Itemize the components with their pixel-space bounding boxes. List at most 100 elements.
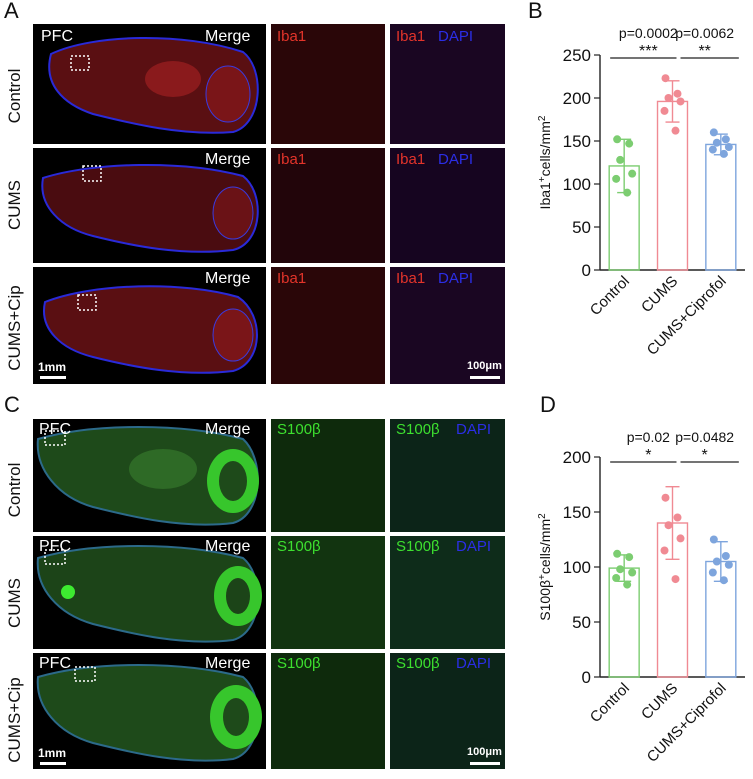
p-value-label: p=0.0062 (675, 25, 734, 41)
s100b-zoom-image (271, 653, 385, 769)
sagittal-brain-image (33, 24, 266, 144)
merge-label: Merge (205, 538, 251, 555)
pfc-label: PFC (39, 421, 71, 438)
data-point (613, 549, 622, 558)
data-point (673, 89, 682, 98)
data-point (616, 565, 625, 574)
dapi-label: DAPI (456, 421, 492, 438)
data-point (724, 560, 733, 569)
sagittal-brain-image (33, 653, 266, 769)
brain-section-illustration (36, 426, 259, 526)
row-label-control-a: Control (5, 68, 24, 124)
data-point (660, 546, 669, 555)
scale-bar-label: 100μm (467, 360, 502, 372)
data-point (623, 188, 632, 197)
panel-letter-d: D (540, 392, 556, 417)
data-point (709, 535, 718, 544)
scale-bar (40, 762, 66, 765)
panel-letter-b: B (528, 0, 543, 23)
dapi-label: DAPI (456, 655, 492, 672)
data-point (719, 149, 728, 158)
s100b-dapi-zoom-image (390, 536, 505, 649)
data-point (712, 138, 721, 147)
p-value-label: p=0.0482 (675, 429, 734, 445)
y-tick-label: 200 (563, 448, 591, 467)
s100b-label: S100β (277, 421, 321, 438)
s100b-dapi-zoom-image (390, 419, 505, 532)
y-tick-label: 100 (563, 558, 591, 577)
merge-label: Merge (205, 28, 251, 45)
brain-section-illustration (48, 36, 259, 134)
scale-bar-label: 100μm (467, 746, 502, 758)
brain-section-illustration (36, 545, 262, 643)
dapi-label: DAPI (438, 151, 474, 168)
significance-stars: * (645, 447, 651, 464)
bar (656, 100, 689, 271)
x-tick-label: CUMS (638, 680, 681, 723)
data-point (661, 493, 670, 502)
row-label-control-c: Control (5, 462, 24, 518)
data-point (709, 128, 718, 137)
data-point (671, 126, 680, 135)
scale-bar-label: 1mm (38, 360, 67, 374)
data-point (613, 135, 622, 144)
merge-label: Merge (205, 421, 251, 438)
iba1-label: Iba1 (396, 28, 426, 45)
significance-stars: *** (639, 43, 658, 60)
row-label-cums-c: CUMS (5, 577, 24, 629)
row-label-cip-a: CUMS+Cip (5, 285, 24, 371)
data-point (664, 94, 673, 102)
iba1-label: Iba1 (277, 28, 307, 45)
row-label-cums-a: CUMS (5, 179, 24, 231)
y-tick-label: 100 (563, 175, 591, 194)
data-point (676, 97, 685, 106)
iba1-dapi-zoom-image (390, 148, 505, 263)
dapi-label: DAPI (438, 28, 474, 45)
p-value-label: p=0.0002 (619, 25, 678, 41)
panel-letter-c: C (4, 392, 20, 417)
sagittal-brain-image (33, 536, 266, 649)
data-point (673, 513, 682, 522)
row-label-cip-c: CUMS+Cip (5, 677, 24, 763)
significance-stars: * (702, 447, 708, 464)
bar (705, 143, 737, 271)
pfc-label: PFC (39, 538, 71, 555)
panel-letter-a: A (4, 0, 19, 23)
y-tick-label: 0 (582, 261, 591, 280)
iba1-dapi-zoom-image (390, 267, 505, 384)
merge-label: Merge (205, 151, 251, 168)
iba1-dapi-zoom-image (390, 24, 505, 144)
scale-bar (470, 762, 500, 765)
data-point (712, 557, 721, 566)
y-tick-label: 50 (572, 218, 591, 237)
data-point (623, 580, 632, 589)
iba1-label: Iba1 (277, 151, 307, 168)
data-point (625, 139, 634, 148)
s100b-label: S100β (277, 655, 321, 672)
data-point (628, 169, 637, 178)
data-point (724, 143, 733, 152)
dapi-label: DAPI (438, 270, 474, 287)
data-point (660, 106, 669, 115)
brain-section-illustration (36, 664, 262, 762)
sagittal-brain-image (33, 148, 266, 263)
y-tick-label: 50 (572, 613, 591, 632)
data-point (671, 575, 680, 584)
y-tick-label: 150 (563, 132, 591, 151)
s100b-label: S100β (396, 538, 440, 555)
iba1-zoom-image (271, 148, 385, 263)
data-point (719, 576, 728, 585)
p-value-label: p=0.02 (627, 429, 670, 445)
s100b-label: S100β (277, 538, 321, 555)
iba1-zoom-image (271, 267, 385, 384)
iba1-label: Iba1 (277, 270, 307, 287)
data-point (721, 135, 730, 144)
x-tick-label: CUMS (638, 273, 681, 316)
y-axis-label: Iba1+cells/mm2 (537, 115, 553, 209)
y-axis-label: S100β+cells/mm2 (537, 513, 553, 621)
chart-b-iba1: 0 50 100 150 200 250 Iba1+cells/mm2 Control CUMS… (537, 25, 745, 359)
x-tick-label: Control (587, 680, 633, 726)
iba1-label: Iba1 (396, 151, 426, 168)
y-tick-label: 250 (563, 46, 591, 65)
data-point (708, 145, 717, 154)
